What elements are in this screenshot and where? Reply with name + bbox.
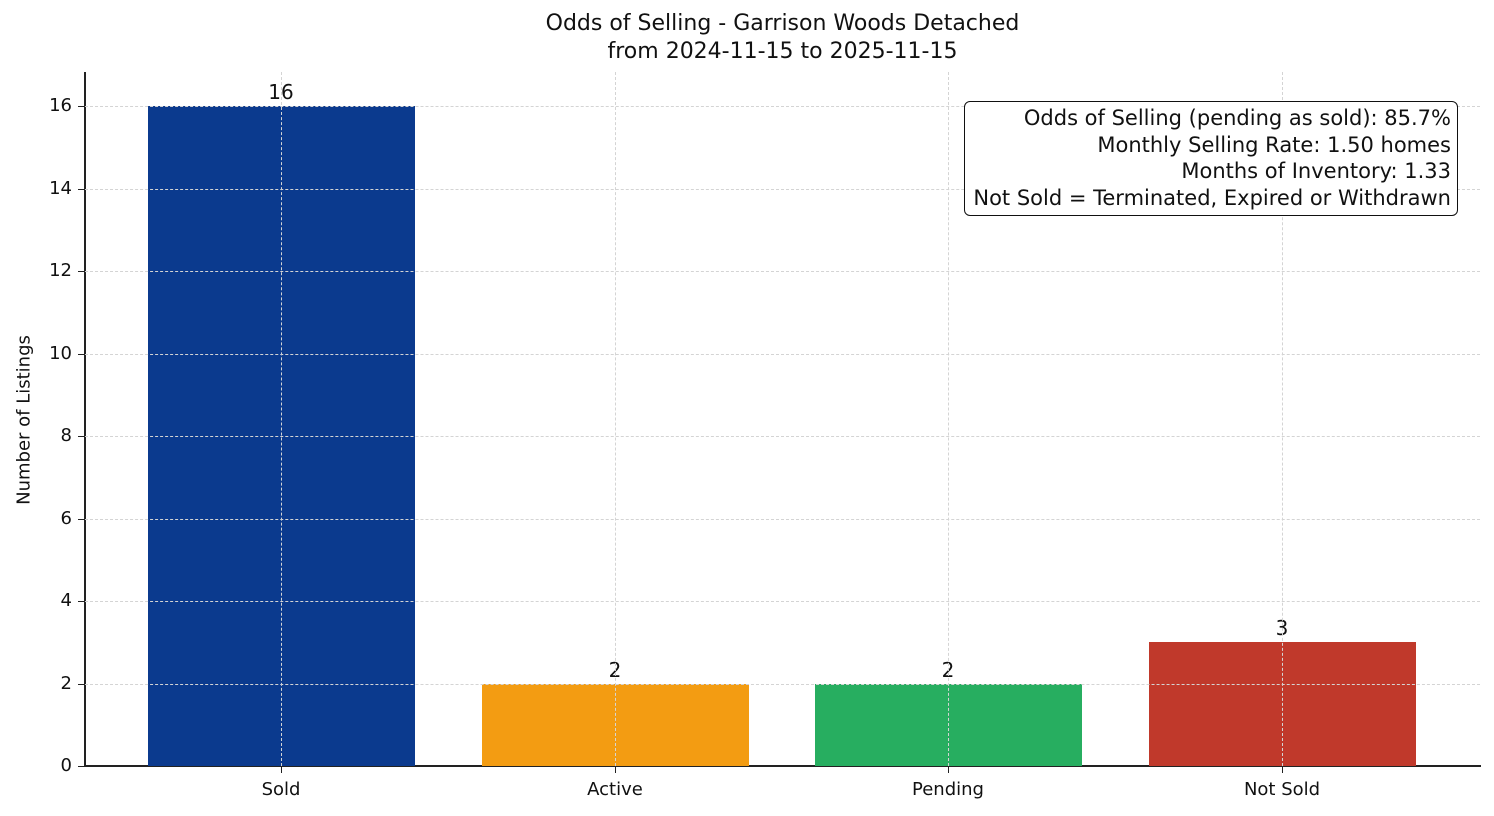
y-tick bbox=[78, 188, 84, 190]
y-tick bbox=[78, 601, 84, 602]
x-axis-line bbox=[84, 765, 1481, 767]
y-tick bbox=[78, 518, 84, 520]
x-tick-label: Sold bbox=[261, 779, 301, 800]
bar-value-label: 3 bbox=[1275, 616, 1289, 641]
x-tick-label: Active bbox=[587, 779, 643, 800]
y-tick bbox=[78, 683, 84, 685]
x-tick bbox=[281, 767, 282, 773]
x-tick bbox=[615, 767, 616, 773]
y-tick-label: 14 bbox=[49, 177, 72, 199]
monthly-selling-rate-text: Monthly Selling Rate: 1.50 homes bbox=[1097, 132, 1451, 157]
y-tick bbox=[78, 271, 84, 272]
x-tick-label: Pending bbox=[912, 779, 984, 800]
y-tick-label: 10 bbox=[49, 342, 72, 364]
chart-subtitle: from 2024-11-15 to 2025-11-15 bbox=[607, 39, 958, 64]
chart-title-line: Odds of Selling - Garrison Woods Detache… bbox=[545, 11, 1020, 36]
h-gridline bbox=[85, 106, 1480, 107]
h-gridline bbox=[85, 518, 1480, 520]
y-tick-label: 16 bbox=[49, 95, 72, 116]
v-gridline bbox=[1282, 72, 1283, 766]
y-tick bbox=[78, 106, 84, 107]
odds-of-selling-text: Odds of Selling (pending as sold): 85.7% bbox=[1023, 106, 1451, 130]
plot-area: 16 2 2 3 bbox=[85, 72, 1480, 766]
h-gridline bbox=[85, 353, 1480, 355]
y-tick-label: 8 bbox=[60, 425, 72, 446]
v-gridline bbox=[281, 72, 282, 766]
h-gridline bbox=[85, 683, 1480, 685]
x-tick bbox=[948, 767, 949, 773]
bar-value-label: 16 bbox=[268, 80, 294, 104]
stats-annotation-box: Odds of Selling (pending as sold): 85.7%… bbox=[964, 101, 1458, 216]
months-of-inventory-text: Months of Inventory: 1.33 bbox=[1181, 159, 1451, 183]
y-tick-label: 4 bbox=[60, 590, 72, 611]
h-gridline bbox=[85, 436, 1480, 437]
x-tick-label: Not Sold bbox=[1243, 779, 1321, 800]
y-tick bbox=[78, 766, 84, 767]
v-gridline bbox=[948, 72, 949, 766]
y-tick bbox=[78, 436, 84, 437]
v-gridline bbox=[615, 72, 616, 766]
h-gridline bbox=[85, 271, 1480, 272]
y-axis-line bbox=[84, 72, 86, 767]
h-gridline bbox=[85, 188, 1480, 190]
h-gridline bbox=[85, 601, 1480, 602]
y-tick-label: 0 bbox=[60, 755, 72, 776]
bar-value-label: 2 bbox=[608, 657, 622, 682]
chart-title: Odds of Selling - Garrison Woods Detache… bbox=[85, 10, 1480, 66]
bar-value-label: 2 bbox=[941, 657, 955, 682]
y-tick-label: 6 bbox=[60, 507, 72, 529]
x-tick bbox=[1282, 767, 1283, 773]
y-tick-label: 2 bbox=[60, 672, 72, 694]
y-tick bbox=[78, 353, 84, 355]
not-sold-definition-text: Not Sold = Terminated, Expired or Withdr… bbox=[973, 185, 1451, 210]
y-tick-label: 12 bbox=[49, 260, 72, 281]
